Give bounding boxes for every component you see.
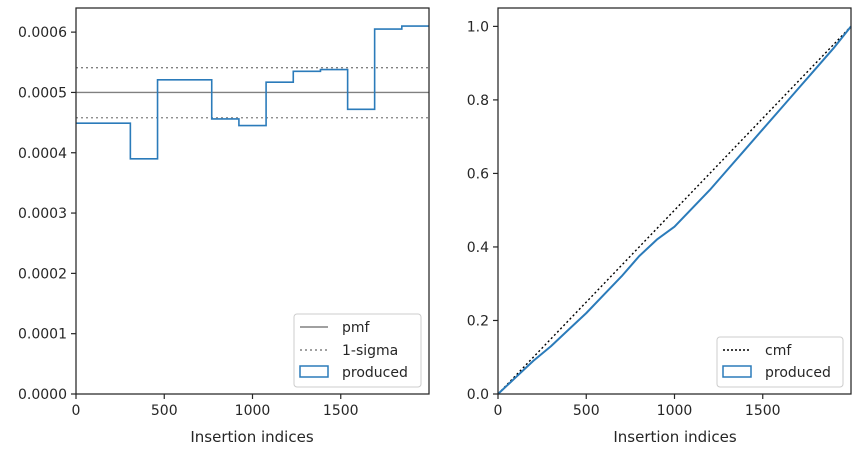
- histogram-y-tick-label: 0.0005: [18, 85, 67, 101]
- histogram-y-ticks: 0.0000 0.0001 0.0002 0.0003 0.0004 0.0005 0.00…: [18, 25, 76, 403]
- histogram-y-tick-label: 0.0000: [18, 387, 67, 403]
- legend-pmf-label: pmf: [342, 320, 371, 336]
- cumulative-x-tick-label: 0: [494, 403, 503, 419]
- legend-cumulative-produced-label: produced: [765, 365, 831, 381]
- cumulative-x-ticks: 0 500 1000 1500: [494, 394, 781, 419]
- histogram-x-tick-label: 500: [151, 403, 178, 419]
- cumulative-y-tick-label: 0.2: [467, 313, 489, 329]
- cumulative-y-tick-label: 0.6: [467, 166, 489, 182]
- histogram-y-tick-label: 0.0004: [18, 146, 67, 162]
- cumulative-x-tick-label: 1000: [657, 403, 693, 419]
- cumulative-y-tick-label: 0.0: [467, 387, 489, 403]
- histogram-y-tick-label: 0.0006: [18, 25, 67, 41]
- cumulative-x-tick-label: 500: [573, 403, 600, 419]
- cmf-line: [497, 25, 852, 395]
- legend-sigma-label: 1-sigma: [342, 343, 398, 359]
- cumulative-panel: 0 500 1000 1500 0.0 0.2 0.4 0.6 0.8 1.0 Insertio…: [467, 7, 852, 446]
- histogram-x-tick-label: 1500: [323, 403, 359, 419]
- histogram-plot-area: [76, 25, 429, 160]
- cumulative-x-tick-label: 1500: [745, 403, 781, 419]
- cumulative-y-ticks: 0.0 0.2 0.4 0.6 0.8 1.0: [467, 19, 498, 403]
- cumulative-y-tick-label: 0.8: [467, 93, 489, 109]
- legend-produced-label: produced: [342, 365, 408, 381]
- histogram-legend: pmf 1-sigma produced: [293, 313, 422, 388]
- legend-cmf-label: cmf: [765, 343, 792, 359]
- legend-produced-swatch: [299, 365, 329, 378]
- cumulative-legend: cmf produced: [716, 336, 844, 388]
- legend-cumulative-produced-swatch: [722, 365, 752, 378]
- cumulative-y-tick-label: 1.0: [467, 19, 489, 35]
- histogram-x-tick-label: 1000: [235, 403, 271, 419]
- histogram-y-tick-label: 0.0002: [18, 266, 67, 282]
- histogram-panel: 0 500 1000 1500 0.00000.00010.00020.00030.0…: [18, 7, 430, 446]
- produced-histogram-series: [76, 25, 429, 160]
- histogram-x-ticks: 0 500 1000 1500: [72, 394, 359, 419]
- histogram-x-axis-label: Insertion indices: [190, 428, 313, 446]
- histogram-legend-box: [293, 313, 422, 388]
- histogram-y-tick-label: 0.0003: [18, 206, 67, 222]
- cumulative-y-tick-label: 0.4: [467, 240, 489, 256]
- histogram-y-tick-label: 0.0001: [18, 327, 67, 343]
- cumulative-x-axis-label: Insertion indices: [613, 428, 736, 446]
- histogram-x-tick-label: 0: [72, 403, 81, 419]
- produced-cumulative-series: [497, 25, 852, 395]
- cumulative-frame: [497, 7, 852, 395]
- cumulative-plot-area: [497, 25, 852, 395]
